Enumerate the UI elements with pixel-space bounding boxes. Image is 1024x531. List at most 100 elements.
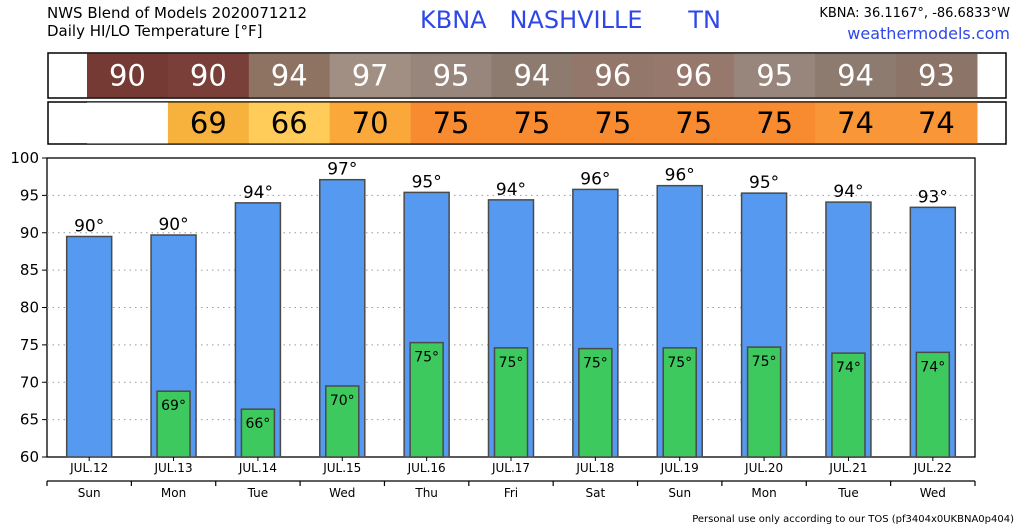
hi-bar-label: 95°	[749, 173, 779, 193]
lo-strip-value: 74	[837, 106, 874, 140]
hi-bar-label: 90°	[158, 215, 188, 235]
hi-bar-label: 96°	[580, 169, 610, 189]
hi-strip-cell	[734, 53, 816, 98]
lo-bar	[915, 351, 951, 458]
hi-strip-value: 93	[918, 59, 955, 93]
x-day-label: Thu	[414, 486, 438, 500]
lo-strip-cell	[491, 102, 573, 144]
x-date-label: JUL.20	[744, 461, 783, 475]
lo-bar	[240, 408, 276, 458]
hi-bar-label: 97°	[327, 160, 357, 180]
hi-bar-label: 90°	[74, 216, 104, 236]
hi-strip-cell	[491, 53, 573, 98]
lo-bar	[746, 346, 782, 458]
lo-strip-value: 75	[756, 106, 793, 140]
lo-strip-value: 74	[918, 106, 955, 140]
lo-strip-cell	[167, 102, 250, 144]
lo-bar	[325, 385, 360, 458]
lo-strip-value: 75	[594, 106, 631, 140]
x-date-label: JUL.15	[322, 461, 361, 475]
lo-strip-cell	[896, 102, 978, 144]
hi-strip-value: 95	[433, 59, 470, 93]
lo-bar-label: 69°	[161, 398, 186, 414]
hi-strip-value: 90	[109, 59, 146, 93]
x-day-label: Mon	[161, 486, 186, 500]
hi-bar-label: 94°	[833, 182, 863, 202]
x-day-label: Mon	[751, 486, 776, 500]
hi-strip-cell	[329, 53, 412, 98]
y-tick-label: 100	[10, 149, 39, 167]
station-coordinates: KBNA: 36.1167°, -86.6833°W	[819, 6, 1010, 21]
lo-bar	[662, 347, 697, 458]
hi-strip-value: 90	[190, 59, 227, 93]
hi-bar-label: 94°	[243, 183, 273, 203]
lo-bar	[409, 341, 444, 458]
lo-strip-cell	[572, 102, 654, 144]
hi-strip-cell	[167, 53, 250, 98]
chart-title-variable: Daily HI/LO Temperature [°F]	[47, 22, 263, 40]
x-date-label: JUL.19	[660, 461, 699, 475]
hi-strip-cell	[896, 53, 978, 98]
lo-strip-value: 69	[190, 106, 227, 140]
x-date-label: JUL.13	[153, 461, 192, 475]
lo-bar-label: 75°	[667, 355, 692, 371]
lo-bar-label: 75°	[583, 356, 608, 372]
hi-strip-value: 96	[675, 59, 712, 93]
lo-strip-value: 75	[675, 106, 712, 140]
x-day-label: Sat	[586, 486, 606, 500]
x-day-label: Sun	[78, 486, 101, 500]
x-day-label: Sun	[668, 486, 691, 500]
y-tick-label: 80	[20, 299, 39, 317]
lo-bar	[156, 390, 191, 458]
hi-strip-cell	[572, 53, 654, 98]
lo-strip-value: 75	[513, 106, 550, 140]
hi-bar-label: 94°	[496, 180, 526, 200]
site-link[interactable]: weathermodels.com	[847, 24, 1010, 43]
lo-bar-label: 66°	[245, 416, 270, 432]
lo-strip-value: 75	[433, 106, 470, 140]
hi-strip-cell	[87, 53, 169, 98]
lo-strip-cell	[653, 102, 735, 144]
y-tick-label: 60	[20, 448, 39, 466]
footer-note: Personal use only according to our TOS (…	[692, 514, 1014, 525]
hi-strip-cell	[653, 53, 735, 98]
lo-strip-cell	[410, 102, 493, 144]
station-title: KBNA NASHVILLE TN	[420, 6, 721, 34]
lo-bar-label: 75°	[499, 355, 524, 371]
chart-title-model: NWS Blend of Models 2020071212	[47, 4, 308, 22]
x-date-label: JUL.21	[828, 461, 867, 475]
hi-bar	[65, 235, 113, 458]
x-day-label: Fri	[504, 486, 518, 500]
lo-strip-value: 66	[271, 106, 308, 140]
x-date-label: JUL.12	[69, 461, 108, 475]
hi-strip-value: 97	[352, 59, 389, 93]
hi-bar-label: 95°	[412, 172, 442, 192]
lo-bar-label: 75°	[752, 354, 777, 370]
hi-bar-label: 93°	[918, 187, 948, 207]
hi-strip-cell	[410, 53, 493, 98]
lo-bar-label: 74°	[920, 359, 945, 375]
lo-bar	[578, 347, 613, 458]
y-tick-label: 75	[20, 336, 39, 354]
y-tick-label: 85	[20, 261, 39, 279]
y-tick-label: 90	[20, 224, 39, 242]
lo-bar	[493, 347, 529, 458]
lo-bar-label: 74°	[836, 360, 861, 376]
hi-strip-value: 94	[513, 59, 550, 93]
x-date-label: JUL.16	[407, 461, 446, 475]
lo-strip-value: 70	[352, 106, 389, 140]
x-day-label: Wed	[920, 486, 946, 500]
hi-strip-value: 95	[756, 59, 793, 93]
x-day-label: Tue	[837, 486, 859, 500]
temperature-strips: 90 90 94 97 95 94 96 96 95 94 93 69 66 70 75 75 75 75 75 74…	[47, 52, 1007, 145]
lo-bar-label: 70°	[330, 393, 355, 409]
hi-strip-cell	[815, 53, 897, 98]
lo-strip-cell	[815, 102, 897, 144]
y-tick-label: 65	[20, 411, 39, 429]
lo-strip-cell	[734, 102, 816, 144]
hi-strip-value: 94	[837, 59, 874, 93]
lo-strip-cell	[248, 102, 331, 144]
hi-strip-value: 94	[271, 59, 308, 93]
y-tick-label: 70	[20, 373, 39, 391]
hi-strip-cell	[248, 53, 331, 98]
